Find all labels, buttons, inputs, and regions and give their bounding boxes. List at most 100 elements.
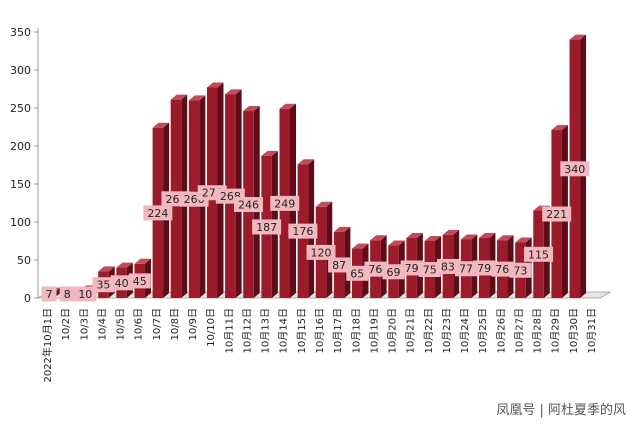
- data-label-bg: [455, 261, 478, 277]
- data-label: 87: [332, 259, 346, 272]
- x-tick-label: 10月25日: [477, 308, 489, 353]
- x-tick-label: 10/4日: [97, 308, 108, 340]
- bar-top: [497, 235, 514, 241]
- data-label-bg: [436, 258, 459, 274]
- x-tick-label: 10/10日: [206, 308, 217, 347]
- data-label: 340: [564, 163, 585, 176]
- x-tick-label: 10/7日: [152, 308, 163, 340]
- data-label-bg: [270, 195, 300, 211]
- data-label-bg: [509, 262, 532, 278]
- x-tick-label: 10月26日: [495, 308, 507, 353]
- x-tick-label: 10月15日: [296, 308, 308, 353]
- x-tick-label: 10/8日: [170, 308, 181, 340]
- bar-top: [134, 258, 151, 264]
- y-tick-label: 150: [10, 178, 31, 191]
- bar-top: [170, 94, 188, 100]
- x-tick-label: 10月16日: [314, 308, 326, 353]
- data-label-bg: [418, 262, 441, 277]
- data-label: 73: [513, 264, 527, 277]
- data-label-bg: [524, 246, 554, 262]
- bar-top: [315, 201, 333, 207]
- bar-top: [442, 229, 460, 235]
- x-tick-label: 10月24日: [459, 308, 471, 353]
- data-label-bg: [128, 273, 151, 289]
- x-tick-label: 10月14日: [278, 308, 290, 353]
- data-label: 77: [459, 263, 473, 276]
- x-tick-label: 2022年10月1日: [41, 308, 54, 383]
- data-label-bg: [233, 197, 263, 213]
- x-tick-label: 10/3日: [79, 308, 90, 340]
- data-label: 10: [78, 288, 92, 301]
- data-label: 221: [546, 208, 567, 221]
- data-label: 83: [441, 260, 455, 273]
- bar-top: [206, 82, 224, 88]
- x-tick-label: 10月23日: [441, 308, 453, 353]
- data-label-bg: [491, 261, 514, 277]
- x-tick-label: 10/6日: [134, 308, 145, 340]
- x-tick-label: 10月22日: [423, 308, 435, 353]
- x-tick-label: 10月31日: [586, 308, 598, 353]
- x-tick-label: 10月18日: [350, 308, 362, 353]
- x-tick-label: 10/5日: [116, 308, 127, 340]
- bar-top: [152, 122, 170, 128]
- bar-top: [406, 232, 423, 238]
- data-label: 40: [115, 277, 129, 290]
- bar-top: [279, 103, 296, 109]
- data-label: 115: [528, 248, 549, 261]
- data-label-bg: [473, 260, 496, 276]
- data-label: 246: [238, 199, 259, 212]
- bar-top: [116, 262, 133, 268]
- bar-top: [515, 237, 532, 243]
- bar-top: [370, 235, 387, 241]
- x-tick-label: 10月27日: [513, 308, 525, 353]
- bar-top: [261, 150, 278, 156]
- x-tick-label: 10月21日: [405, 308, 417, 353]
- data-label: 187: [256, 221, 277, 234]
- bar-top: [243, 106, 260, 112]
- data-label: 249: [274, 197, 295, 210]
- x-tick-label: 10月29日: [550, 308, 562, 353]
- data-label-bg: [400, 260, 423, 276]
- data-label-bg: [252, 219, 282, 235]
- data-label: 8: [64, 288, 71, 301]
- x-tick-label: 10月17日: [332, 308, 344, 353]
- data-label-bg: [59, 286, 75, 302]
- data-label-bg: [74, 286, 97, 302]
- data-label-bg: [288, 223, 318, 239]
- bar-top: [388, 240, 405, 246]
- data-label: 75: [423, 264, 437, 277]
- data-label-bg: [560, 161, 590, 177]
- y-tick-label: 0: [24, 292, 31, 305]
- data-label: 79: [405, 262, 419, 275]
- data-label-bg: [382, 264, 405, 280]
- bar-top: [225, 89, 242, 95]
- x-tick-label: 10月11日: [223, 308, 235, 353]
- data-label-bg: [41, 286, 57, 302]
- data-label-bg: [542, 206, 572, 222]
- x-tick-label: 10月28日: [532, 308, 544, 353]
- bar-top: [551, 125, 568, 131]
- data-label: 7: [46, 288, 53, 301]
- bar-top: [188, 95, 206, 101]
- data-label: 79: [477, 262, 491, 275]
- x-tick-label: 10月13日: [260, 308, 272, 353]
- data-label-bg: [110, 275, 133, 291]
- bar-top: [424, 236, 442, 241]
- y-tick-label: 50: [17, 254, 31, 267]
- data-label-bg: [328, 257, 351, 273]
- y-tick-label: 300: [10, 64, 31, 77]
- bar-top: [297, 159, 315, 165]
- bar-top: [98, 266, 115, 272]
- bar-top: [569, 34, 587, 40]
- y-tick-label: 100: [10, 216, 31, 229]
- data-label: 35: [96, 279, 110, 292]
- x-tick-label: 10/9日: [188, 308, 199, 340]
- data-label-bg: [364, 261, 387, 277]
- data-label: 69: [387, 266, 401, 279]
- x-tick-label: 10月19日: [368, 308, 380, 353]
- x-tick-label: 10月12日: [241, 308, 253, 353]
- data-label: 224: [147, 207, 168, 220]
- bar-top: [478, 232, 496, 238]
- x-tick-label: 10/2日: [61, 308, 72, 340]
